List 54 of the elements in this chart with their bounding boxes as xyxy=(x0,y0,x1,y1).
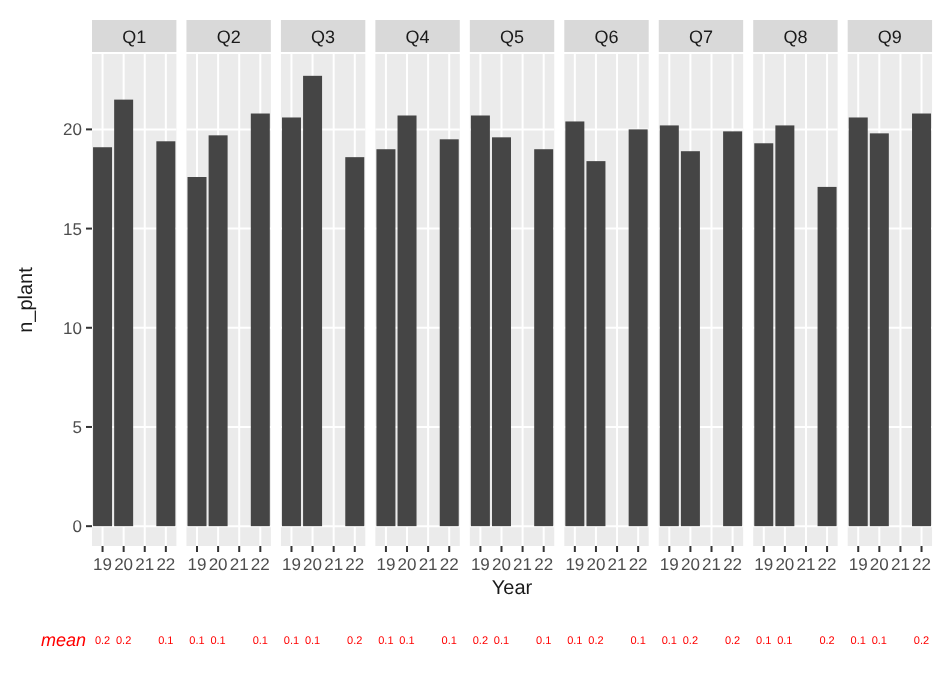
y-tick-label: 10 xyxy=(63,317,83,338)
chart-title: Q8 xyxy=(783,27,808,47)
x-tick-label: 19 xyxy=(470,554,491,574)
bar xyxy=(156,141,176,527)
y-tick-label: 0 xyxy=(72,516,83,537)
x-tick-label: 21 xyxy=(890,554,911,574)
x-tick-label: 21 xyxy=(796,554,816,574)
x-tick-label: 19 xyxy=(376,554,396,574)
x-tick-label: 20 xyxy=(397,554,418,574)
x-tick-label: 21 xyxy=(607,554,628,574)
x-tick-label: 19 xyxy=(187,554,207,574)
chart-title: Q2 xyxy=(216,27,241,47)
x-tick-label: 22 xyxy=(912,554,932,574)
chart-title: Q9 xyxy=(877,27,902,47)
x-tick-label: 21 xyxy=(229,554,250,574)
x-tick-label: 22 xyxy=(439,554,460,574)
y-tick-label: 20 xyxy=(63,119,83,140)
x-tick-label: 22 xyxy=(723,554,743,574)
x-tick-label: 19 xyxy=(754,554,774,574)
x-tick-label: 21 xyxy=(702,554,722,574)
x-tick-label: 21 xyxy=(513,554,533,574)
x-tick-label: 19 xyxy=(565,554,585,574)
chart-title: Q5 xyxy=(500,27,525,47)
x-tick-label: 21 xyxy=(135,554,155,574)
x-tick-label: 22 xyxy=(156,554,176,574)
x-tick-label: 19 xyxy=(659,554,680,574)
chart-title: Q1 xyxy=(122,27,147,47)
x-tick-label: 19 xyxy=(282,554,302,574)
x-tick-label: 20 xyxy=(208,554,229,574)
chart-title: Q6 xyxy=(594,27,619,47)
x-tick-label: 22 xyxy=(534,554,554,574)
x-tick-label: 20 xyxy=(492,554,512,574)
x-tick-label: 22 xyxy=(628,554,649,574)
x-tick-label: 21 xyxy=(418,554,439,574)
text: mean xyxy=(40,630,86,650)
y-tick-label: 15 xyxy=(63,218,83,239)
x-tick-label: 20 xyxy=(303,554,323,574)
x-tick-label: 20 xyxy=(869,554,890,574)
chart-title: Q4 xyxy=(405,27,430,47)
x-tick-label: 19 xyxy=(93,554,113,574)
x-tick-label: 21 xyxy=(324,554,344,574)
x-tick-label: 22 xyxy=(250,554,271,574)
x-tick-label: 19 xyxy=(848,554,869,574)
x-tick-label: 22 xyxy=(345,554,365,574)
x-axis-title: Year xyxy=(491,578,534,600)
x-tick-label: 20 xyxy=(586,554,606,574)
chart-title: Q3 xyxy=(311,27,336,47)
x-tick-label: 20 xyxy=(114,554,134,574)
x-tick-label: 20 xyxy=(775,554,795,574)
y-axis-title: n_plant xyxy=(16,266,38,333)
chart-title: Q7 xyxy=(688,27,713,47)
y-tick-label: 5 xyxy=(72,416,83,437)
x-tick-label: 22 xyxy=(817,554,838,574)
x-tick-label: 20 xyxy=(680,554,701,574)
